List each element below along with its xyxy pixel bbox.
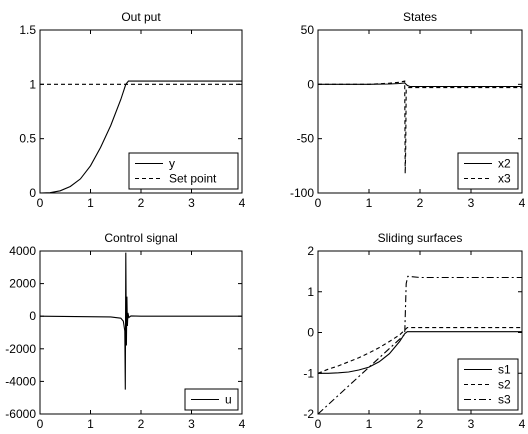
legend-label: u xyxy=(225,393,232,407)
legend-label: s1 xyxy=(498,363,511,377)
legend: u xyxy=(185,389,238,410)
y-tick-label: 50 xyxy=(301,23,315,37)
legend-label: Set point xyxy=(169,172,217,186)
x-tick-label: 3 xyxy=(468,417,475,431)
x-tick-label: 0 xyxy=(37,417,44,431)
x-tick-label: 2 xyxy=(138,196,145,210)
x-tick-label: 0 xyxy=(315,417,322,431)
y-tick-label: -2000 xyxy=(5,342,36,356)
y-tick-label: -100 xyxy=(290,186,314,200)
y-tick-label: 4000 xyxy=(9,244,36,258)
x-tick-label: 1 xyxy=(366,417,373,431)
x-tick-label: 1 xyxy=(87,196,94,210)
y-tick-label: 0 xyxy=(29,309,36,323)
chart-panel-3: Control signal 0 1 2 3 4 -6000 -4000 -2000 0 2000 4… xyxy=(5,231,245,431)
y-tick-label: 0 xyxy=(29,186,36,200)
y-tick-label: -2 xyxy=(303,407,314,421)
x-tick-label: 0 xyxy=(37,196,44,210)
legend-label: y xyxy=(169,157,175,171)
x-tick-label: 3 xyxy=(188,196,195,210)
x-tick-label: 1 xyxy=(366,196,373,210)
y-tick-label: 0 xyxy=(307,326,314,340)
y-tick-label: -1 xyxy=(303,366,314,380)
y-tick-label: 0 xyxy=(307,77,314,91)
y-tick-label: -6000 xyxy=(5,407,36,421)
x-tick-label: 1 xyxy=(87,417,94,431)
chart-title: Out put xyxy=(121,10,161,24)
chart-title: Control signal xyxy=(104,231,177,245)
legend-label: s3 xyxy=(498,393,511,407)
chart-title: Sliding surfaces xyxy=(378,231,463,245)
series-line-u xyxy=(40,253,242,390)
legend-label: s2 xyxy=(498,378,511,392)
x-tick-label: 2 xyxy=(417,196,424,210)
y-tick-label: 2000 xyxy=(9,277,36,291)
x-tick-label: 0 xyxy=(315,196,322,210)
y-tick-label: -50 xyxy=(297,132,315,146)
x-tick-label: 3 xyxy=(468,196,475,210)
x-tick-label: 3 xyxy=(188,417,195,431)
y-tick-label: 1 xyxy=(29,77,36,91)
legend-label: x2 xyxy=(498,157,511,171)
x-tick-label: 4 xyxy=(239,417,246,431)
x-tick-label: 2 xyxy=(138,417,145,431)
x-tick-label: 4 xyxy=(239,196,246,210)
x-tick-label: 4 xyxy=(519,196,526,210)
x-tick-label: 4 xyxy=(519,417,526,431)
x-tick-label: 2 xyxy=(417,417,424,431)
y-tick-label: 1.5 xyxy=(19,23,36,37)
y-tick-label: 2 xyxy=(307,244,314,258)
y-tick-label: 0.5 xyxy=(19,132,36,146)
chart-title: States xyxy=(403,10,437,24)
y-tick-label: -4000 xyxy=(5,374,36,388)
y-tick-label: 1 xyxy=(307,285,314,299)
legend-label: x3 xyxy=(498,172,511,186)
